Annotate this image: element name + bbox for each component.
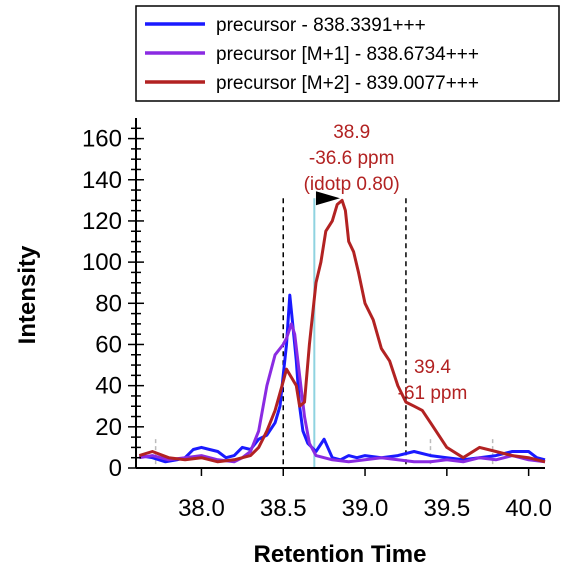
x-tick-label-4: 40.0 bbox=[505, 495, 552, 522]
legend-label-precursor-m2: precursor [M+2] - 839.0077+++ bbox=[216, 73, 479, 94]
x-tick-label-0: 38.0 bbox=[178, 495, 225, 522]
x-axis-title: Retention Time bbox=[254, 541, 427, 568]
annotation-0-line-1: -36.6 ppm bbox=[309, 148, 395, 169]
annotation-1-line-0: 39.4 bbox=[414, 357, 451, 378]
y-tick-label-5: 100 bbox=[82, 249, 122, 276]
y-tick-label-8: 160 bbox=[82, 126, 122, 153]
y-tick-label-4: 80 bbox=[95, 290, 122, 317]
annotation-0-line-2: (idotp 0.80) bbox=[304, 174, 400, 195]
apex-arrow-icon bbox=[315, 191, 340, 206]
y-tick-label-0: 0 bbox=[109, 455, 122, 482]
y-tick-label-3: 60 bbox=[95, 331, 122, 358]
legend-box bbox=[135, 5, 560, 102]
x-tick-label-2: 39.0 bbox=[342, 495, 389, 522]
series-line-1 bbox=[139, 322, 546, 464]
legend: precursor - 838.3391+++ precursor [M+1] … bbox=[135, 5, 560, 102]
series-line-2 bbox=[138, 198, 546, 464]
legend-label-precursor: precursor - 838.3391+++ bbox=[216, 15, 426, 36]
y-tick-label-6: 120 bbox=[82, 208, 122, 235]
annotation-0-line-0: 38.9 bbox=[333, 122, 370, 143]
annotation-1-line-1: -61 ppm bbox=[398, 383, 468, 404]
legend-label-precursor-m1: precursor [M+1] - 838.6734+++ bbox=[216, 44, 479, 65]
y-axis-title: Intensity bbox=[14, 245, 41, 344]
series-line-0 bbox=[139, 293, 546, 464]
plot-area: 0 20 40 60 80 100 120 140 160 38.0 38.5 39.0 39.5 40.… bbox=[82, 118, 552, 522]
y-tick-label-1: 20 bbox=[95, 414, 122, 441]
x-tick-label-3: 39.5 bbox=[423, 495, 470, 522]
y-tick-label-7: 140 bbox=[82, 167, 122, 194]
y-tick-label-2: 40 bbox=[95, 373, 122, 400]
x-tick-label-1: 38.5 bbox=[260, 495, 307, 522]
